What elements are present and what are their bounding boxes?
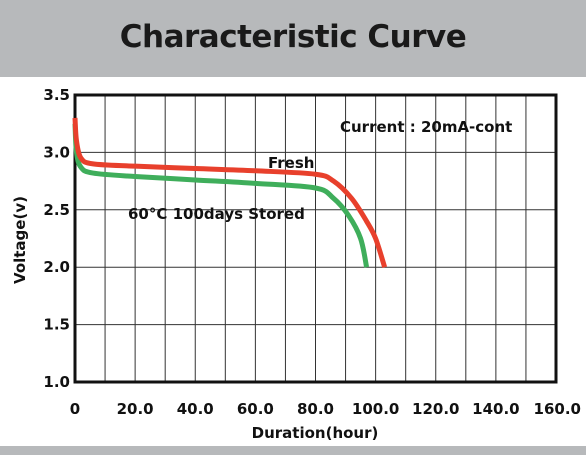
y-tick-label: 3.0 — [43, 143, 70, 161]
x-tick-label: 100.0 — [352, 400, 399, 418]
chart-title: Characteristic Curve — [119, 18, 467, 55]
x-tick-labels: 0 20.0 40.0 60.0 80.0 100.0 120.0 140.0 160.0 — [70, 400, 581, 418]
grid — [75, 95, 556, 382]
y-tick-label: 1.5 — [43, 316, 70, 334]
y-tick-label: 1.0 — [43, 373, 70, 391]
y-axis-title: Voltage(v) — [11, 196, 29, 284]
x-tick-label: 40.0 — [177, 400, 214, 418]
x-tick-label: 20.0 — [117, 400, 154, 418]
footer-bar — [0, 446, 586, 455]
title-banner: Characteristic Curve — [0, 0, 586, 77]
y-tick-labels: 1.0 1.5 2.0 2.5 3.0 3.5 — [43, 86, 70, 391]
y-tick-label: 2.0 — [43, 258, 70, 276]
x-tick-label: 60.0 — [237, 400, 274, 418]
x-tick-label: 120.0 — [412, 400, 459, 418]
x-tick-label: 160.0 — [534, 400, 581, 418]
y-tick-label: 2.5 — [43, 201, 70, 219]
series-line-stored — [72, 123, 370, 268]
x-tick-label: 0 — [70, 400, 80, 418]
current-annotation: Current : 20mA-cont — [340, 118, 512, 136]
plot-frame — [73, 93, 558, 384]
legend-label-stored: 60°C 100days Stored — [128, 205, 305, 223]
legend-label-fresh: Fresh — [268, 154, 314, 172]
y-tick-label: 3.5 — [43, 86, 70, 104]
series-layer — [72, 117, 388, 268]
x-tick-label: 80.0 — [297, 400, 334, 418]
x-tick-label: 140.0 — [472, 400, 519, 418]
x-axis-title: Duration(hour) — [252, 424, 379, 442]
series-line-fresh — [72, 117, 388, 268]
